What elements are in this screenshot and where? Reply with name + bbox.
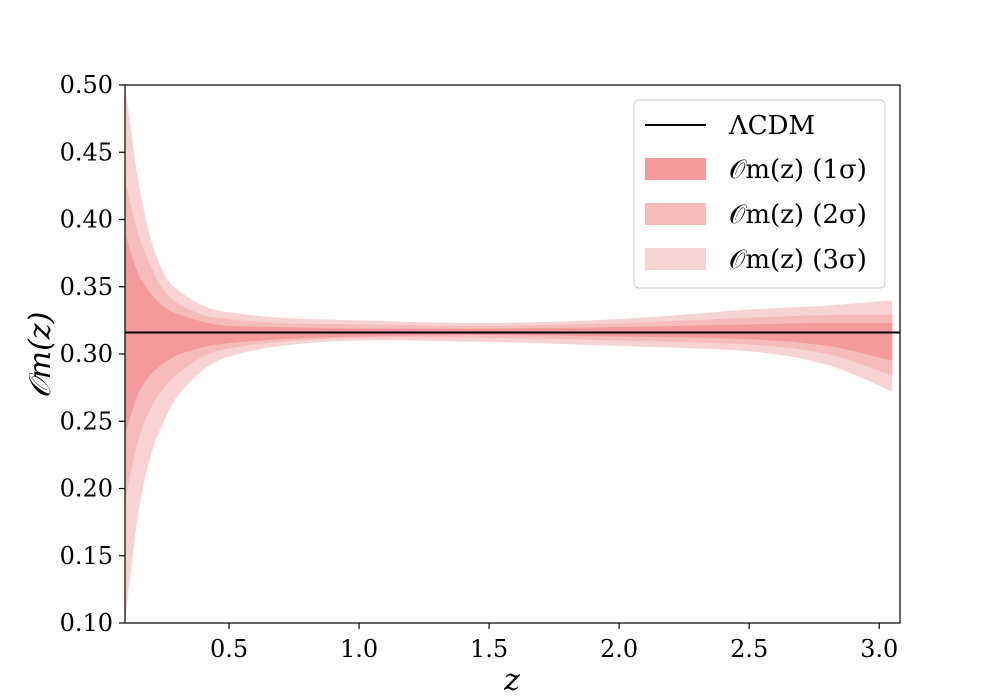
y-tick-label: 0.10 xyxy=(60,609,113,637)
x-axis: 0.5 1.0 1.5 2.0 2.5 3.0 xyxy=(210,623,898,663)
confidence-bands xyxy=(125,85,893,623)
legend: ΛCDM 𝒪m(z) (1σ) 𝒪m(z) (2σ) 𝒪m(z) (3σ) xyxy=(633,99,886,289)
x-axis-label: z xyxy=(503,663,520,698)
x-tick-label: 0.5 xyxy=(210,635,248,663)
legend-swatch-1 xyxy=(645,158,706,180)
legend-label: ΛCDM xyxy=(728,111,815,141)
y-tick-label: 0.15 xyxy=(60,542,113,570)
y-tick-label: 0.50 xyxy=(60,71,113,99)
x-tick-label: 2.0 xyxy=(600,635,638,663)
legend-label: 𝒪m(z) (3σ) xyxy=(729,245,867,275)
band-2sigma xyxy=(125,179,893,502)
legend-label: 𝒪m(z) (1σ) xyxy=(729,155,867,185)
y-axis-label: 𝒪m(z) xyxy=(23,312,58,399)
x-tick-label: 1.5 xyxy=(470,635,508,663)
legend-swatch-2 xyxy=(645,203,706,225)
legend-label: 𝒪m(z) (2σ) xyxy=(729,200,867,230)
legend-swatch-3 xyxy=(645,248,706,270)
y-axis: 0.10 0.15 0.20 0.25 0.30 0.35 0.40 0.45 0.50 xyxy=(60,71,125,637)
x-tick-label: 3.0 xyxy=(860,635,898,663)
band-1sigma xyxy=(125,232,893,435)
y-tick-label: 0.45 xyxy=(60,138,113,166)
y-tick-label: 0.20 xyxy=(60,475,113,503)
legend-box xyxy=(633,99,886,289)
y-tick-label: 0.40 xyxy=(60,206,113,234)
y-tick-label: 0.35 xyxy=(60,273,113,301)
x-tick-label: 1.0 xyxy=(340,635,378,663)
y-tick-label: 0.25 xyxy=(60,407,113,435)
y-tick-label: 0.30 xyxy=(60,340,113,368)
x-tick-label: 2.5 xyxy=(730,635,768,663)
